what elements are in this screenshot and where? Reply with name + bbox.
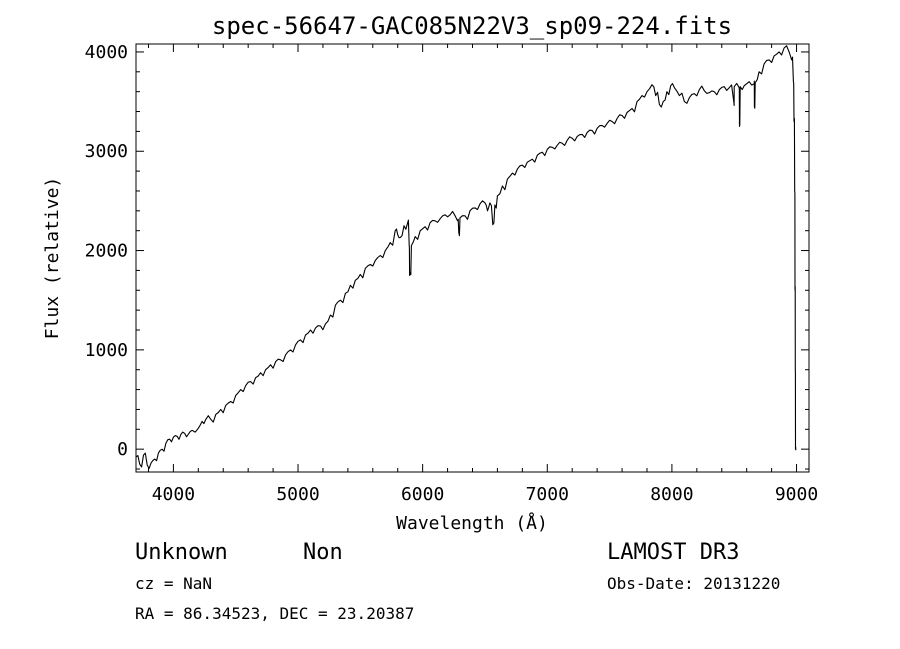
y-tick-label: 1000: [85, 340, 128, 361]
redshift-text: cz = NaN: [135, 574, 212, 593]
x-axis-label: Wavelength (Å): [396, 512, 548, 534]
spectrum-line: [135, 45, 797, 469]
coordinates-text: RA = 86.34523, DEC = 23.20387: [135, 604, 414, 623]
y-tick-label: 3000: [85, 141, 128, 162]
spectrum-series: [135, 45, 797, 469]
chart-title: spec-56647-GAC085N22V3_sp09-224.fits: [212, 12, 732, 40]
y-tick-label: 0: [117, 439, 128, 460]
plot-frame: [135, 43, 810, 473]
x-tick-label: 8000: [650, 484, 693, 505]
y-tick-label: 4000: [85, 42, 128, 63]
x-tick-label: 6000: [401, 484, 444, 505]
x-tick-label: 9000: [775, 484, 818, 505]
x-axis: 4000 5000 6000 7000 8000 9000: [147, 44, 818, 505]
observation-date: Obs-Date: 20131220: [607, 574, 780, 593]
x-tick-label: 4000: [152, 484, 195, 505]
y-axis-label: Flux (relative): [42, 177, 63, 340]
y-tick-label: 2000: [85, 241, 128, 262]
object-subclass: Non: [303, 540, 343, 565]
data-release: LAMOST DR3: [607, 540, 739, 565]
x-tick-label: 5000: [276, 484, 319, 505]
y-axis: 0 1000 2000 3000 4000: [85, 42, 809, 470]
object-class: Unknown: [135, 540, 228, 565]
x-tick-label: 7000: [526, 484, 569, 505]
